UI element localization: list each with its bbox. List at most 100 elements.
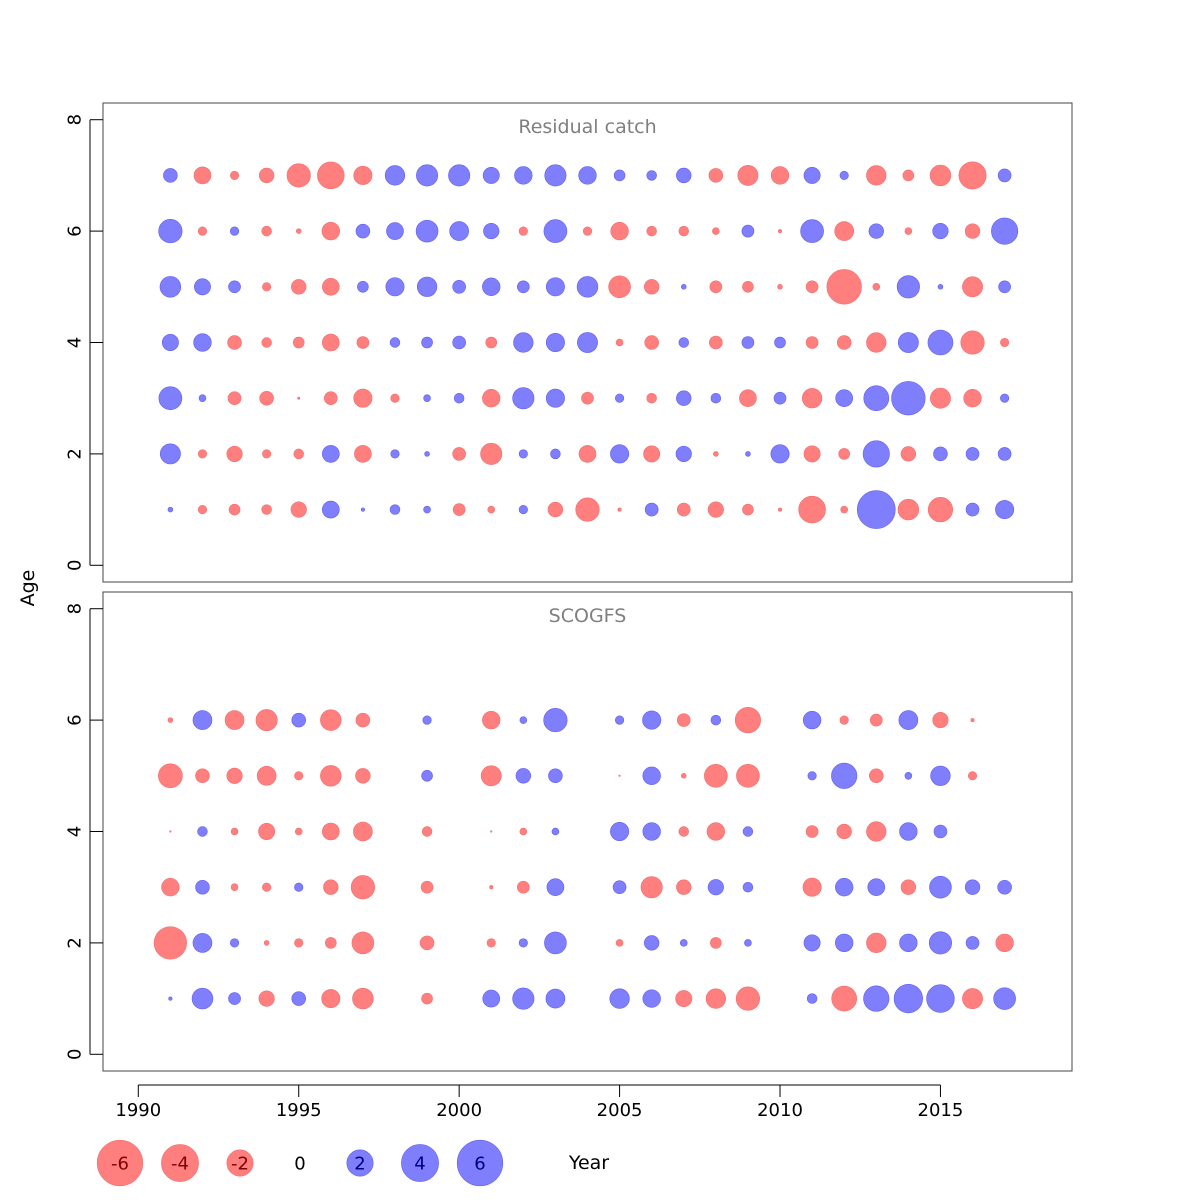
bubble <box>676 713 691 727</box>
bubble <box>676 879 692 895</box>
bubble <box>742 881 754 893</box>
bubble <box>197 449 208 459</box>
bubble <box>295 228 302 234</box>
bubble <box>192 710 213 730</box>
bubble <box>550 448 561 460</box>
bubble <box>482 389 501 408</box>
bubble <box>867 878 886 896</box>
bubble <box>582 226 593 236</box>
bubble <box>831 762 858 789</box>
bubble <box>742 503 754 516</box>
bubble <box>321 989 341 1009</box>
bubble <box>839 715 849 725</box>
bubble <box>929 164 952 187</box>
bubble <box>193 333 212 352</box>
bubble <box>960 330 985 355</box>
bubble <box>866 165 887 186</box>
bubble <box>610 221 629 241</box>
bubble <box>856 490 896 529</box>
bubble <box>545 277 565 297</box>
bubble <box>198 394 207 402</box>
bubble <box>835 389 853 407</box>
bubble <box>930 387 951 409</box>
bubble <box>389 337 401 348</box>
panel-1: 0 2 4 6 8 Residual catch <box>64 102 1073 583</box>
bubble <box>927 497 954 523</box>
bubble <box>513 332 534 353</box>
bubble <box>230 226 240 236</box>
bubble <box>355 223 371 239</box>
bubble <box>489 885 494 890</box>
bubble <box>544 931 567 955</box>
bubble <box>705 988 726 1009</box>
bubble <box>902 169 915 182</box>
bubble <box>480 442 503 465</box>
bubble <box>452 335 466 350</box>
bubble <box>159 443 181 465</box>
y-tick-label: 2 <box>64 937 85 948</box>
bubble <box>290 501 307 518</box>
bubble <box>416 276 438 297</box>
bubble <box>320 709 342 731</box>
legend-bubble <box>346 1149 374 1177</box>
bubble <box>710 714 722 726</box>
bubble <box>385 277 405 297</box>
bubble <box>452 503 466 516</box>
bubble <box>807 771 817 781</box>
legend-bubble <box>401 1144 439 1182</box>
bubble <box>322 500 340 519</box>
legend-label: 2 <box>354 1153 365 1174</box>
bubble <box>423 505 431 514</box>
bubble <box>153 926 187 960</box>
bubble <box>707 879 724 896</box>
x-tick-label: 1995 <box>276 1100 322 1121</box>
bubble <box>997 168 1012 183</box>
bubble <box>452 280 466 294</box>
bubble <box>294 882 304 892</box>
bubble <box>480 765 502 787</box>
bubble <box>958 161 987 190</box>
bubble <box>777 229 783 234</box>
bubble <box>169 830 172 833</box>
bubble <box>161 334 179 351</box>
bubble <box>679 939 688 947</box>
bubble <box>167 717 174 723</box>
bubble <box>997 879 1012 895</box>
bubble <box>706 822 725 841</box>
bubble <box>806 993 818 1004</box>
bubble <box>709 335 723 350</box>
bubble <box>294 827 303 836</box>
bubble <box>933 824 948 839</box>
legend-bubble <box>456 1139 504 1187</box>
bubble <box>834 221 854 241</box>
bubble <box>899 822 918 841</box>
bubble <box>421 336 433 349</box>
bubble <box>197 226 208 236</box>
bubble <box>642 822 661 841</box>
y-tick-label: 2 <box>64 448 85 459</box>
bubble <box>161 878 180 897</box>
bubble <box>490 830 493 833</box>
bubble <box>863 985 890 1012</box>
bubble <box>737 164 759 186</box>
bubble <box>291 279 307 295</box>
legend-bubble <box>96 1139 144 1187</box>
bubble <box>644 502 659 517</box>
bubble <box>734 707 761 734</box>
x-tick-label: 2000 <box>436 1100 482 1121</box>
bubble <box>777 507 783 512</box>
bubble <box>518 938 528 948</box>
bubble <box>226 767 243 784</box>
bubble <box>577 332 598 353</box>
x-tick-label: 1990 <box>115 1100 161 1121</box>
x-axis: 1990 1995 2000 2005 2010 2015 <box>115 1084 963 1121</box>
bubble <box>262 449 272 459</box>
bubble <box>517 280 530 294</box>
bubble <box>517 880 530 894</box>
bubble <box>297 396 301 400</box>
bubble <box>646 225 657 237</box>
y-tick-label: 6 <box>64 225 85 236</box>
bubble <box>547 501 564 518</box>
y-tick-label: 6 <box>64 714 85 725</box>
bubble <box>355 712 371 728</box>
